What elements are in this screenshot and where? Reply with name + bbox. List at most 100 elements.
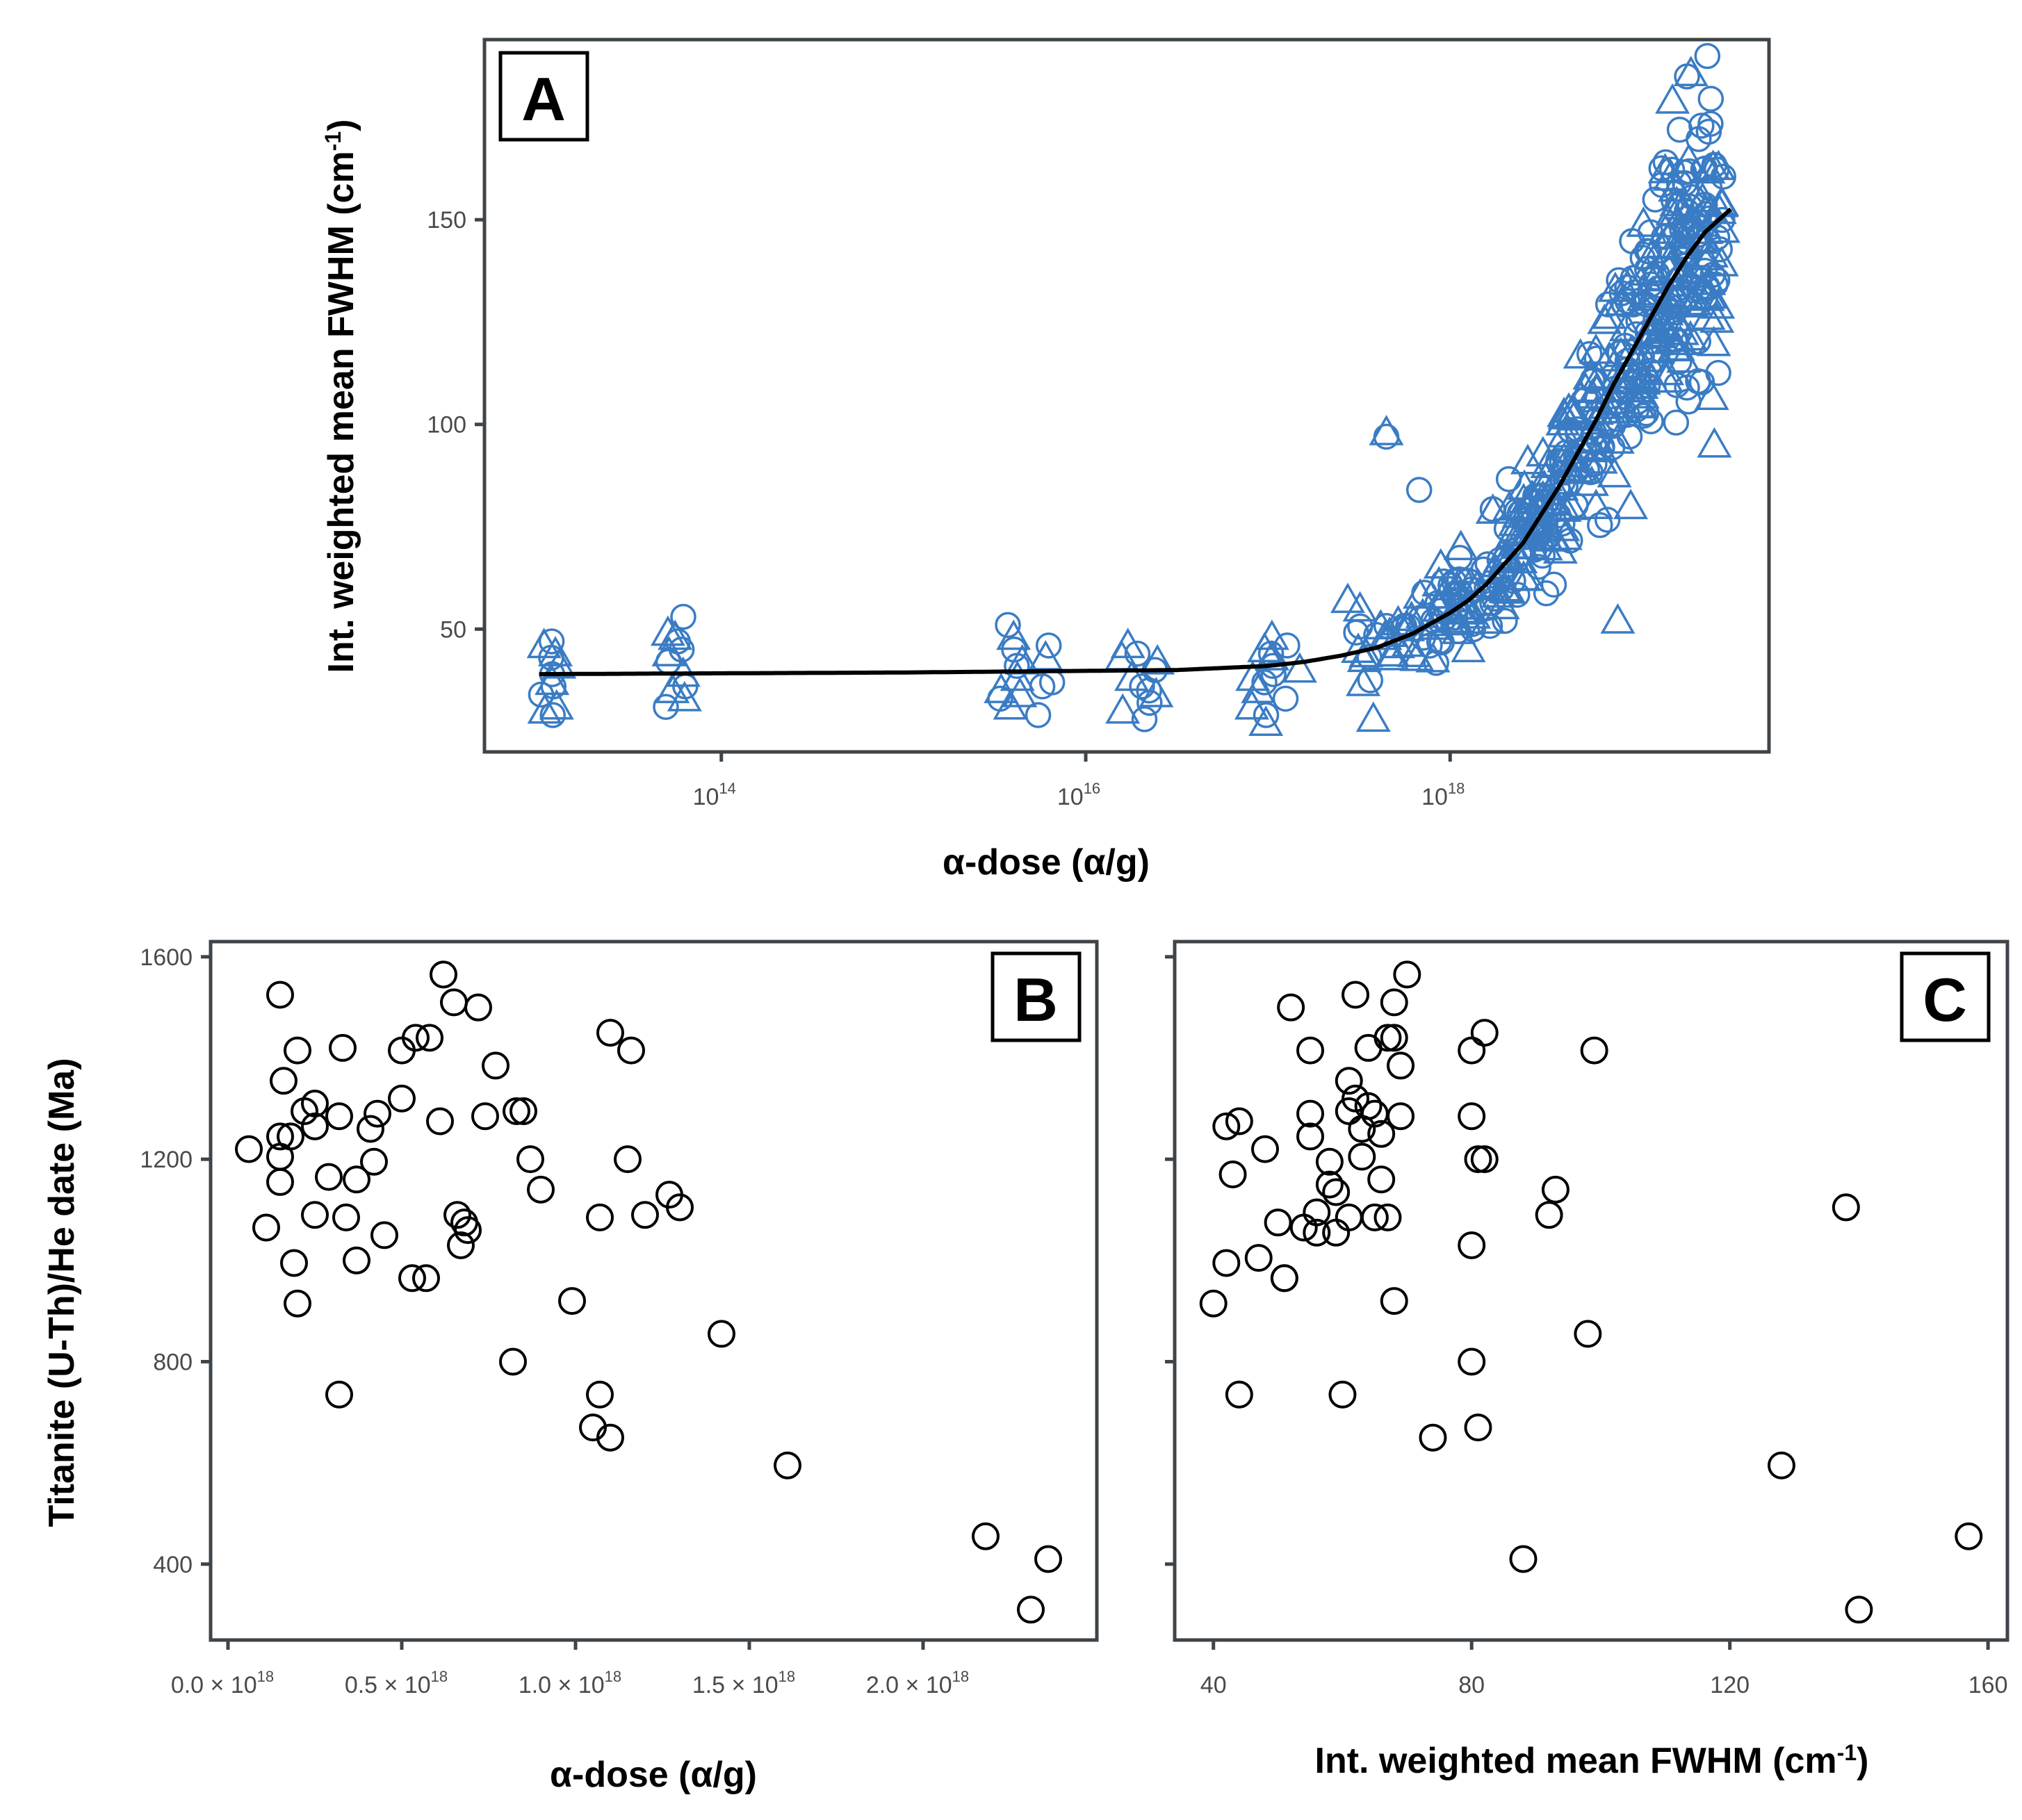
data-point <box>1387 1102 1415 1131</box>
panel-a: 50 100 150 1014 1016 1018 A α-dose (α/g) Int.… <box>320 38 1771 883</box>
data-point-triangle <box>1636 316 1671 347</box>
panel-c: 40 80 120 160 C Int. weighted mean FWHM (cm… <box>1165 940 2009 1781</box>
data-point <box>1296 1122 1325 1151</box>
data-point-circle <box>1663 409 1690 436</box>
panel-a-x-axis-title: α-dose (α/g) <box>943 842 1150 883</box>
data-point-circle <box>1697 110 1724 137</box>
data-point <box>1845 1596 1873 1624</box>
panel-b-x-axis-title: α-dose (α/g) <box>550 1755 757 1795</box>
data-point <box>329 1033 357 1062</box>
data-point <box>454 1216 482 1245</box>
data-point-circle <box>1492 607 1518 634</box>
panel-c-points <box>1199 960 1983 1624</box>
data-point-circle <box>1274 632 1301 659</box>
data-point-circle <box>1710 163 1736 190</box>
data-point-circle <box>1545 502 1572 529</box>
data-point <box>277 1122 304 1151</box>
data-point-circle <box>1272 685 1299 712</box>
data-point-circle <box>1347 613 1373 640</box>
data-point-circle <box>1357 667 1384 694</box>
data-point <box>1277 993 1305 1022</box>
data-point <box>325 1380 353 1409</box>
data-point <box>1348 1142 1376 1171</box>
data-point-circle <box>1456 580 1483 607</box>
data-point-triangle <box>658 619 693 650</box>
data-point <box>388 1084 416 1113</box>
data-point <box>360 1147 388 1176</box>
data-point <box>1393 960 1421 989</box>
data-point-circle <box>1535 493 1562 519</box>
x-tick-label: 160 <box>1968 1672 2008 1698</box>
panel-b-axes: 400 800 1200 1600 0.0 × 1018 0.5 × 1018 1.0 × … <box>140 944 969 1698</box>
data-point <box>398 1264 426 1293</box>
data-point <box>1464 1145 1492 1174</box>
data-point-triangle <box>1600 602 1636 634</box>
x-tick-label: 1.5 × 1018 <box>692 1668 795 1698</box>
data-point-circle <box>1630 402 1657 429</box>
panel-b-frame <box>209 940 1099 1642</box>
data-point-circle <box>1692 284 1719 311</box>
data-point <box>708 1320 735 1348</box>
data-point <box>280 1249 308 1277</box>
x-tick-label: 0.5 × 1018 <box>345 1668 448 1698</box>
data-point-circle <box>1495 466 1522 493</box>
data-point-circle <box>670 603 696 630</box>
data-point-triangle <box>1475 493 1510 524</box>
data-point-triangle <box>1545 404 1581 436</box>
x-tick-label: 0.0 × 1018 <box>171 1668 274 1698</box>
data-point-circle <box>668 636 695 663</box>
data-point <box>1270 1264 1298 1293</box>
panel-b-label-box <box>990 951 1082 1042</box>
data-point-circle <box>1479 496 1506 523</box>
x-tick-label: 120 <box>1710 1672 1750 1698</box>
panel-c-x-axis-title: Int. weighted mean FWHM (cm-1) <box>1315 1740 1869 1781</box>
data-point-triangle <box>1375 636 1410 667</box>
data-point <box>447 1231 475 1259</box>
data-point-triangle <box>1436 602 1471 633</box>
data-point <box>631 1201 659 1229</box>
data-point-circle <box>1136 689 1163 716</box>
data-point-triangle <box>1617 358 1652 388</box>
data-point <box>509 1097 537 1125</box>
data-point <box>1218 1161 1247 1188</box>
data-point-circle <box>1557 527 1583 554</box>
x-tick-label: 1.0 × 1018 <box>519 1668 621 1698</box>
data-point-circle <box>1703 156 1730 183</box>
data-point-circle <box>1634 372 1661 399</box>
data-point-triangle <box>1587 303 1622 334</box>
data-point-triangle <box>1506 560 1542 591</box>
data-point-triangle <box>650 615 685 646</box>
data-point <box>266 1167 294 1196</box>
data-point-circle <box>653 694 679 720</box>
data-point <box>1264 1208 1292 1237</box>
data-point-triangle <box>1649 354 1685 386</box>
data-point-triangle <box>1597 457 1632 488</box>
data-point-circle <box>1430 606 1458 632</box>
data-point-triangle <box>1572 359 1608 390</box>
data-point-triangle <box>1396 637 1432 668</box>
data-point <box>343 1165 370 1194</box>
data-point <box>443 1201 471 1229</box>
data-point <box>343 1246 370 1274</box>
y-tick-label: 50 <box>440 616 466 643</box>
data-point <box>527 1175 555 1204</box>
data-point-triangle <box>1519 505 1554 536</box>
data-point <box>617 1036 645 1065</box>
data-point-circle <box>538 628 565 655</box>
y-tick-label: 1200 <box>140 1147 193 1173</box>
data-point <box>1354 1092 1383 1120</box>
data-point <box>357 1115 384 1143</box>
data-point-circle <box>1614 288 1641 315</box>
data-point-circle <box>1594 507 1621 533</box>
data-point-triangle <box>1595 393 1631 424</box>
data-point-triangle <box>1346 641 1382 673</box>
data-point-circle <box>1479 590 1506 616</box>
data-point-triangle <box>538 636 573 666</box>
data-point <box>1212 1112 1241 1140</box>
data-point <box>1342 981 1370 1009</box>
data-point-circle <box>1405 477 1433 503</box>
data-point-triangle <box>1649 295 1684 326</box>
data-point <box>270 1067 297 1095</box>
data-point-circle <box>1642 264 1669 291</box>
